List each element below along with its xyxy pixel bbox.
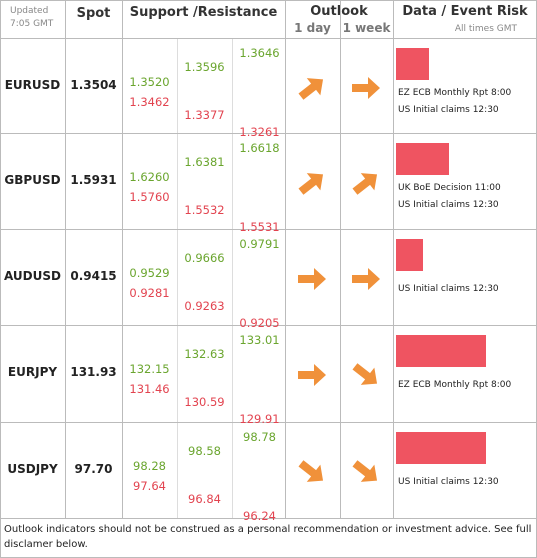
event-bar (396, 143, 449, 175)
spot: 1.3504 (70, 78, 117, 92)
support: 0.9263 (184, 299, 225, 313)
arrow-shape (298, 364, 326, 386)
support: 96.84 (188, 492, 221, 506)
resistance: 98.28 (133, 459, 166, 473)
pair: AUDUSD (4, 269, 61, 283)
event: EZ ECB Monthly Rpt 8:00 (398, 380, 512, 390)
outlook-arrow (352, 268, 380, 290)
outlook-arrow (298, 173, 324, 195)
row-line (0, 518, 537, 519)
times-note: All times GMT (454, 24, 517, 34)
support: 0.9205 (239, 316, 280, 330)
support: 0.9281 (129, 286, 170, 300)
sub-column-line (232, 38, 233, 518)
event-bar (396, 48, 429, 80)
footer: Outlook indicators should not be constru… (4, 524, 532, 550)
resistance: 132.63 (184, 347, 225, 361)
arrow-shape (352, 268, 380, 290)
support: 1.5531 (239, 220, 280, 234)
row-line (0, 422, 537, 423)
column-line (65, 0, 66, 518)
updated-time: 7:05 GMT (10, 19, 54, 29)
row-line (0, 325, 537, 326)
column-line (285, 0, 286, 518)
row-line (0, 38, 537, 39)
support: 1.3462 (129, 95, 170, 109)
pair: EURUSD (4, 78, 61, 92)
outlook-arrow (298, 460, 324, 482)
row-line (0, 0, 537, 1)
pair: USDJPY (7, 462, 58, 476)
support: 1.5760 (129, 190, 170, 204)
outlook-arrow (298, 78, 324, 100)
pair: EURJPY (7, 365, 58, 379)
event-bar (396, 432, 486, 464)
outlook-arrow (298, 364, 326, 386)
event: US Initial claims 12:30 (398, 105, 499, 115)
resistance: 1.3646 (239, 46, 280, 60)
arrow-shape (352, 460, 378, 482)
spot: 97.70 (74, 462, 113, 476)
event: US Initial claims 12:30 (398, 200, 499, 210)
spot: 0.9415 (70, 269, 117, 283)
column-line (122, 0, 123, 518)
resistance: 0.9791 (239, 237, 280, 251)
outlook-arrow (352, 173, 378, 195)
arrow-shape (298, 78, 324, 100)
sub-column-line (177, 38, 178, 518)
support: 129.91 (239, 412, 280, 426)
event: EZ ECB Monthly Rpt 8:00 (398, 88, 512, 98)
border-line (0, 0, 1, 558)
arrow-shape (352, 173, 378, 195)
spot: 131.93 (70, 365, 117, 379)
resistance: 98.78 (243, 430, 276, 444)
arrow-shape (298, 460, 324, 482)
resistance: 1.6618 (239, 141, 280, 155)
outlook-arrow (298, 268, 326, 290)
event-bar (396, 335, 486, 367)
support: 131.46 (129, 382, 170, 396)
resistance: 132.15 (129, 362, 170, 376)
sr-header: Support /Resistance (129, 5, 278, 20)
column-line (393, 0, 394, 518)
resistance: 1.6260 (129, 170, 170, 184)
row-line (0, 133, 537, 134)
event: US Initial claims 12:30 (398, 477, 499, 487)
resistance: 0.9666 (184, 251, 225, 265)
arrow-shape (352, 77, 380, 99)
outlook-arrow (352, 363, 378, 385)
spot: 1.5931 (70, 173, 117, 187)
resistance: 1.3596 (184, 60, 225, 74)
resistance: 0.9529 (129, 266, 170, 280)
column-line (340, 0, 341, 518)
resistance: 1.3520 (129, 75, 170, 89)
support: 96.24 (243, 509, 276, 523)
support: 97.64 (133, 479, 166, 493)
support: 1.5532 (184, 203, 225, 217)
day-header: 1 day (294, 21, 331, 35)
arrow-shape (298, 268, 326, 290)
pair: GBPUSD (4, 173, 61, 187)
resistance: 1.6381 (184, 155, 225, 169)
resistance: 133.01 (239, 333, 280, 347)
event-bar (396, 239, 423, 271)
resistance: 98.58 (188, 444, 221, 458)
support: 1.3377 (184, 108, 225, 122)
support: 130.59 (184, 395, 225, 409)
spot-header: Spot (76, 6, 111, 21)
support: 1.3261 (239, 125, 280, 139)
arrow-shape (352, 363, 378, 385)
arrow-shape (298, 173, 324, 195)
event: US Initial claims 12:30 (398, 284, 499, 294)
week-header: 1 week (342, 21, 391, 35)
event: UK BoE Decision 11:00 (398, 183, 501, 193)
updated-label: Updated (10, 6, 49, 16)
outlook-header: Outlook (310, 4, 368, 19)
data-header: Data / Event Risk (402, 4, 528, 19)
outlook-arrow (352, 77, 380, 99)
row-line (0, 229, 537, 230)
outlook-arrow (352, 460, 378, 482)
